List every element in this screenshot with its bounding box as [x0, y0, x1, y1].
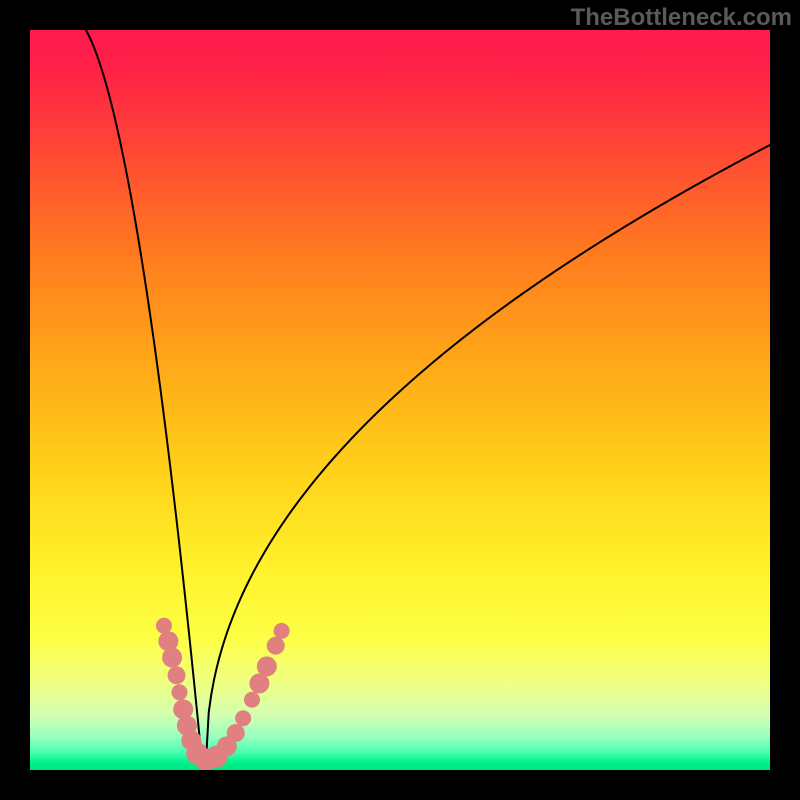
cluster-dot — [267, 637, 285, 655]
cluster-dot — [162, 648, 182, 668]
dot-cluster — [156, 618, 290, 770]
cluster-dot — [257, 656, 277, 676]
figure-root: TheBottleneck.com — [0, 0, 800, 800]
curves-layer — [30, 30, 770, 770]
cluster-dot — [168, 666, 186, 684]
cluster-dot — [274, 623, 290, 639]
cluster-dot — [227, 724, 245, 742]
watermark-label: TheBottleneck.com — [571, 4, 792, 32]
cluster-dot — [235, 710, 251, 726]
cluster-dot — [244, 692, 260, 708]
cluster-dot — [249, 673, 269, 693]
curve-left — [71, 30, 202, 759]
plot-area — [30, 30, 770, 770]
cluster-dot — [156, 618, 172, 634]
curve-right — [206, 137, 770, 759]
cluster-dot — [171, 684, 187, 700]
